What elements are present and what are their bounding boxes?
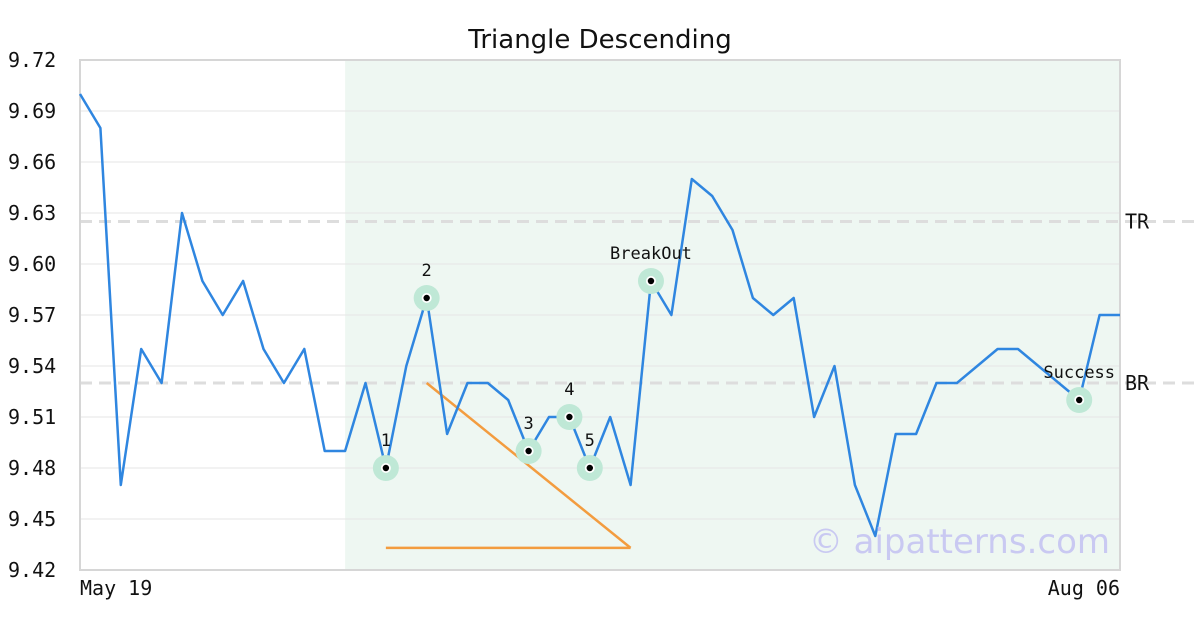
y-tick-label: 9.60 [8, 252, 56, 276]
marker-dot-3 [525, 447, 532, 455]
x-tick-label-start: May 19 [80, 576, 152, 600]
marker-label-breakout: BreakOut [610, 244, 692, 264]
marker-dot-5 [586, 464, 594, 472]
watermark: © aipatterns.com [809, 522, 1110, 562]
level-label-br: BR [1125, 371, 1150, 395]
y-tick-label: 9.48 [8, 456, 56, 480]
marker-label-5: 5 [585, 431, 595, 451]
marker-dot-1 [382, 464, 390, 472]
y-tick-label: 9.66 [8, 150, 56, 174]
y-tick-label: 9.72 [8, 48, 56, 72]
y-tick-label: 9.69 [8, 99, 56, 123]
marker-label-3: 3 [524, 414, 534, 434]
y-tick-label: 9.57 [8, 303, 56, 327]
marker-label-1: 1 [381, 431, 391, 451]
y-tick-label: 9.45 [8, 507, 56, 531]
chart-title: Triangle Descending [467, 25, 731, 55]
y-tick-label: 9.42 [8, 558, 56, 582]
y-tick-label: 9.51 [8, 405, 56, 429]
marker-dot-2 [423, 294, 430, 302]
x-tick-label-end: Aug 06 [1048, 576, 1120, 600]
marker-dot-success [1076, 396, 1083, 404]
trendline-1 [425, 382, 632, 549]
level-label-tr: TR [1125, 210, 1150, 234]
y-tick-label: 9.63 [8, 201, 56, 225]
marker-label-4: 4 [564, 380, 574, 400]
marker-label-2: 2 [422, 261, 432, 281]
marker-dot-4 [566, 413, 573, 421]
price-line [78, 93, 1120, 538]
y-tick-label: 9.54 [8, 354, 56, 378]
marker-dot-breakout [647, 277, 655, 285]
marker-label-success: Success [1043, 363, 1115, 383]
